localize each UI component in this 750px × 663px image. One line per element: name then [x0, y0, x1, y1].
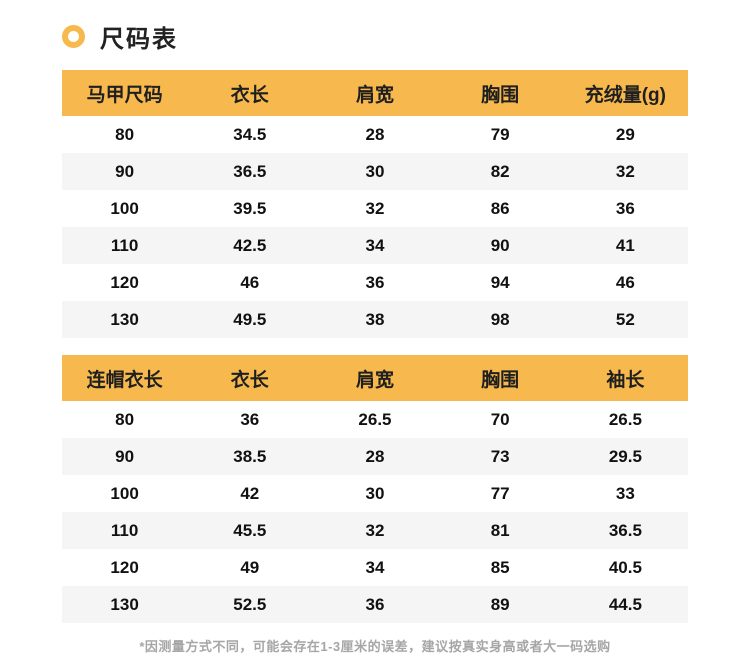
table-cell: 80	[62, 116, 188, 153]
column-header: 充绒量(g)	[562, 70, 688, 116]
column-header: 衣长	[187, 355, 313, 401]
table-cell: 29.5	[562, 438, 688, 475]
table-cell: 110	[62, 227, 188, 264]
table-cell: 77	[437, 475, 563, 512]
table-cell: 86	[437, 190, 563, 227]
table-row: 90 36.5 30 82 32	[62, 153, 688, 190]
table-cell: 29	[562, 116, 688, 153]
table-cell: 52	[562, 301, 688, 338]
table-cell: 52.5	[187, 586, 313, 623]
table-cell: 110	[62, 512, 188, 549]
table-cell: 120	[62, 549, 188, 586]
vest-size-table: 马甲尺码 衣长 肩宽 胸围 充绒量(g) 80 34.5 28 79 29 90 36.5 30 82 32…	[62, 70, 688, 338]
table-cell: 38	[312, 301, 438, 338]
table-cell: 36	[187, 401, 313, 438]
table-cell: 36.5	[562, 512, 688, 549]
table-cell: 30	[312, 475, 438, 512]
table-cell: 38.5	[187, 438, 313, 475]
hooded-size-table: 连帽衣长 衣长 肩宽 胸围 袖长 80 36 26.5 70 26.5 90 38.5 28 73 29.5…	[62, 355, 688, 623]
table-cell: 73	[437, 438, 563, 475]
table-cell: 46	[562, 264, 688, 301]
column-header: 肩宽	[312, 70, 438, 116]
header-row: 马甲尺码 衣长 肩宽 胸围 充绒量(g)	[62, 70, 688, 116]
section-header: 尺码表	[62, 14, 688, 58]
table-cell: 90	[62, 438, 188, 475]
table-cell: 79	[437, 116, 563, 153]
table-cell: 120	[62, 264, 188, 301]
table-cell: 36	[562, 190, 688, 227]
table-row: 90 38.5 28 73 29.5	[62, 438, 688, 475]
table-cell: 89	[437, 586, 563, 623]
table-cell: 32	[312, 512, 438, 549]
table-cell: 46	[187, 264, 313, 301]
table-cell: 44.5	[562, 586, 688, 623]
table-row: 110 42.5 34 90 41	[62, 227, 688, 264]
table-row: 100 42 30 77 33	[62, 475, 688, 512]
table-row: 100 39.5 32 86 36	[62, 190, 688, 227]
table-cell: 34.5	[187, 116, 313, 153]
table-row: 110 45.5 32 81 36.5	[62, 512, 688, 549]
column-header: 连帽衣长	[62, 355, 188, 401]
column-header: 马甲尺码	[62, 70, 188, 116]
column-header: 胸围	[437, 70, 563, 116]
table-cell: 45.5	[187, 512, 313, 549]
table-row: 130 49.5 38 98 52	[62, 301, 688, 338]
table-row: 80 34.5 28 79 29	[62, 116, 688, 153]
table-cell: 33	[562, 475, 688, 512]
table-row: 120 49 34 85 40.5	[62, 549, 688, 586]
table-cell: 34	[312, 227, 438, 264]
table-cell: 34	[312, 549, 438, 586]
table-cell: 36.5	[187, 153, 313, 190]
page-title: 尺码表	[100, 25, 178, 53]
measurement-footnote: *因测量方式不同，可能会存在1-3厘米的误差，建议按真实身高或者大一码选购	[139, 639, 611, 654]
table-row: 130 52.5 36 89 44.5	[62, 586, 688, 623]
table-cell: 40.5	[562, 549, 688, 586]
table-cell: 36	[312, 264, 438, 301]
table-cell: 100	[62, 475, 188, 512]
table-cell: 28	[312, 116, 438, 153]
table-row: 120 46 36 94 46	[62, 264, 688, 301]
table-cell: 70	[437, 401, 563, 438]
column-header: 衣长	[187, 70, 313, 116]
table-cell: 32	[562, 153, 688, 190]
table-cell: 90	[62, 153, 188, 190]
ring-bullet-icon	[62, 24, 85, 48]
table-cell: 42.5	[187, 227, 313, 264]
table-cell: 90	[437, 227, 563, 264]
column-header: 袖长	[562, 355, 688, 401]
table-cell: 130	[62, 301, 188, 338]
table-cell: 94	[437, 264, 563, 301]
table-cell: 82	[437, 153, 563, 190]
table-cell: 130	[62, 586, 188, 623]
table-cell: 36	[312, 586, 438, 623]
table-cell: 26.5	[562, 401, 688, 438]
header-row: 连帽衣长 衣长 肩宽 胸围 袖长	[62, 355, 688, 401]
table-cell: 30	[312, 153, 438, 190]
table-cell: 100	[62, 190, 188, 227]
table-cell: 85	[437, 549, 563, 586]
column-header: 肩宽	[312, 355, 438, 401]
column-header: 胸围	[437, 355, 563, 401]
table-cell: 41	[562, 227, 688, 264]
table-cell: 49	[187, 549, 313, 586]
table-gap	[62, 338, 688, 355]
table-cell: 39.5	[187, 190, 313, 227]
table-cell: 28	[312, 438, 438, 475]
table-cell: 49.5	[187, 301, 313, 338]
table-cell: 98	[437, 301, 563, 338]
table-cell: 80	[62, 401, 188, 438]
table-cell: 32	[312, 190, 438, 227]
table-cell: 26.5	[312, 401, 438, 438]
table-row: 80 36 26.5 70 26.5	[62, 401, 688, 438]
table-cell: 81	[437, 512, 563, 549]
table-cell: 42	[187, 475, 313, 512]
